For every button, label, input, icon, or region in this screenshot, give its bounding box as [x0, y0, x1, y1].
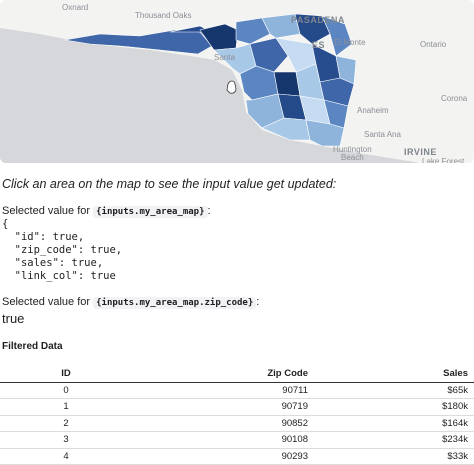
table-row: 4 90293 $33k — [0, 448, 474, 465]
map-label: Oxnard — [62, 3, 88, 12]
map-label: Corona — [441, 94, 468, 103]
map-label: Thousand Oaks — [135, 11, 191, 20]
table-cell: $234k — [314, 431, 474, 449]
map-label: Lake Forest — [422, 157, 465, 163]
map-label: Huntington — [333, 145, 372, 154]
table-cell: $33k — [314, 448, 474, 465]
table-cell: 4 — [0, 448, 132, 465]
json-line: "link_col": true — [2, 270, 116, 282]
map-label: Ontario — [420, 40, 447, 49]
column-header: ID — [0, 366, 132, 383]
table-cell: 1 — [0, 398, 132, 416]
suffix: : — [207, 205, 211, 217]
area[interactable] — [319, 77, 355, 107]
column-header: Zip Code — [132, 366, 314, 383]
area[interactable] — [294, 13, 331, 45]
json-output: { "id": true, "zip_code": true, "sales":… — [2, 218, 122, 283]
cursor — [226, 80, 237, 94]
map[interactable]: Oxnard Thousand Oaks PASADENA ES El Monte Ont… — [0, 0, 474, 163]
map-label: PASADENA — [291, 15, 345, 25]
map-labels: Oxnard Thousand Oaks PASADENA ES El Monte Ont… — [62, 3, 468, 163]
map-label: Santa Ana — [364, 130, 401, 139]
json-line: { — [2, 218, 9, 230]
selected-label: Selected value for {inputs.my_area_map}: — [2, 205, 211, 218]
area[interactable] — [321, 15, 353, 57]
map-label: Santa — [214, 53, 235, 62]
table-cell: 0 — [0, 382, 132, 399]
table-cell: $65k — [314, 382, 474, 399]
table-title: Filtered Data — [2, 341, 63, 352]
area[interactable] — [249, 37, 289, 73]
table-cell: $180k — [314, 398, 474, 416]
prefix: Selected value for — [2, 205, 91, 217]
table-row: 2 90852 $164k — [0, 415, 474, 432]
json-line: "sales": true, — [2, 257, 104, 269]
table-cell: 90711 — [132, 382, 314, 399]
map-label: ES — [312, 40, 325, 50]
suffix: : — [256, 296, 260, 308]
code: {inputs.my_area_map} — [93, 206, 208, 218]
map-label: Beach — [341, 153, 364, 162]
area[interactable] — [261, 13, 301, 39]
prefix: Selected value for — [2, 296, 91, 308]
header-row: ID Zip Code Sales — [0, 366, 474, 383]
zip-output: true — [2, 311, 25, 326]
table-body: 0 90711 $65k 1 90719 $180k 2 90852 $164k 3 90108 $2… — [0, 382, 474, 465]
table-cell: $164k — [314, 415, 474, 432]
json-line: "zip_code": true, — [2, 244, 123, 256]
table-row: 0 90711 $65k — [0, 382, 474, 399]
table-row: 3 90108 $234k — [0, 431, 474, 449]
table-cell: 90108 — [132, 431, 314, 449]
ocean — [0, 28, 420, 163]
area[interactable] — [235, 17, 271, 45]
column-header: Sales — [314, 366, 474, 383]
code: {inputs.my_area_map.zip_code} — [93, 297, 257, 309]
json-line: "id": true, — [2, 231, 85, 243]
area[interactable] — [273, 71, 301, 97]
instruction: Click an area on the map to see the inpu… — [2, 177, 337, 191]
table-cell: 90852 — [132, 415, 314, 432]
map-label: IRVINE — [404, 147, 437, 157]
table-row: 1 90719 $180k — [0, 398, 474, 416]
area[interactable] — [305, 119, 345, 147]
table-cell: 2 — [0, 415, 132, 432]
table-cell: 90293 — [132, 448, 314, 465]
table-cell: 90719 — [132, 398, 314, 416]
table-cell: 3 — [0, 431, 132, 449]
areas[interactable] — [64, 13, 357, 147]
selected-label: Selected value for {inputs.my_area_map.z… — [2, 296, 260, 309]
data-table: ID Zip Code Sales 0 90711 $65k 1 90719 $180k 2 90… — [0, 366, 474, 465]
map-label: Anaheim — [357, 106, 389, 115]
map-label: El Monte — [334, 38, 366, 47]
